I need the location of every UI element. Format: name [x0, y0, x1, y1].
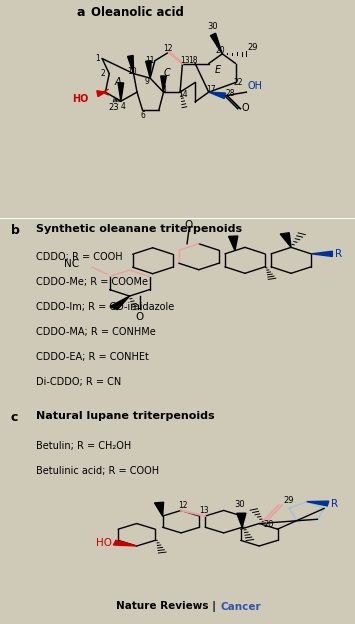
Polygon shape: [211, 33, 222, 54]
Text: 11: 11: [146, 56, 155, 66]
Text: 29: 29: [283, 496, 294, 505]
Text: 13: 13: [180, 56, 190, 65]
Text: CDDO-MA; R = CONHMe: CDDO-MA; R = CONHMe: [36, 327, 155, 337]
Polygon shape: [161, 76, 166, 92]
Polygon shape: [154, 502, 164, 516]
Text: 22: 22: [234, 78, 243, 87]
Text: CDDO-EA; R = CONHEt: CDDO-EA; R = CONHEt: [36, 352, 148, 362]
Polygon shape: [311, 251, 332, 256]
Text: CDDO; R = COOH: CDDO; R = COOH: [36, 252, 122, 262]
Text: CDDO-Me; R = COOMe: CDDO-Me; R = COOMe: [36, 277, 147, 287]
Text: 20: 20: [216, 46, 225, 55]
Text: 6: 6: [141, 111, 146, 120]
Text: O: O: [242, 102, 249, 113]
Text: O: O: [136, 312, 144, 322]
Polygon shape: [280, 233, 291, 247]
Text: HO: HO: [72, 94, 88, 104]
Text: b: b: [11, 225, 20, 237]
Polygon shape: [127, 56, 133, 74]
Polygon shape: [110, 296, 130, 310]
Text: 28: 28: [225, 89, 235, 98]
Text: 18: 18: [188, 56, 197, 65]
Text: E: E: [215, 65, 221, 75]
Text: c: c: [11, 411, 18, 424]
Text: Cancer: Cancer: [220, 602, 261, 612]
Text: HO: HO: [96, 538, 112, 548]
Text: 17: 17: [207, 85, 216, 94]
Text: O: O: [185, 220, 193, 230]
Text: Betulin; R = CH₂OH: Betulin; R = CH₂OH: [36, 441, 131, 451]
Text: 1: 1: [95, 54, 100, 63]
Polygon shape: [307, 501, 329, 506]
Polygon shape: [113, 540, 137, 546]
Text: CDDO-Im; R = CO-imidazole: CDDO-Im; R = CO-imidazole: [36, 302, 174, 312]
Text: R: R: [335, 249, 342, 259]
Polygon shape: [118, 83, 124, 101]
Text: 30: 30: [234, 500, 245, 509]
Text: Betulinic acid; R = COOH: Betulinic acid; R = COOH: [36, 467, 159, 477]
Text: C: C: [163, 68, 170, 78]
Text: NC: NC: [64, 258, 80, 268]
Polygon shape: [237, 513, 246, 527]
Text: 8: 8: [162, 85, 166, 94]
Text: 13: 13: [200, 506, 209, 515]
Text: 12: 12: [178, 500, 187, 510]
Polygon shape: [146, 61, 151, 78]
Text: Synthetic oleanane triterpenoids: Synthetic oleanane triterpenoids: [36, 225, 242, 235]
Text: Di-CDDO; R = CN: Di-CDDO; R = CN: [36, 377, 121, 387]
Polygon shape: [229, 236, 238, 251]
Text: Natural lupane triterpenoids: Natural lupane triterpenoids: [36, 411, 214, 421]
Text: 30: 30: [208, 22, 218, 31]
Text: A: A: [115, 77, 121, 87]
Text: 10: 10: [128, 67, 137, 76]
Text: 9: 9: [145, 77, 150, 86]
Text: R: R: [331, 499, 338, 509]
Text: 2: 2: [101, 69, 105, 78]
Polygon shape: [97, 90, 105, 97]
Text: 20: 20: [263, 520, 274, 529]
Text: Oleanolic acid: Oleanolic acid: [91, 6, 184, 19]
Text: 23: 23: [109, 103, 119, 112]
Text: Nature Reviews |: Nature Reviews |: [116, 602, 220, 612]
Polygon shape: [209, 92, 225, 99]
Text: OH: OH: [247, 81, 262, 91]
Text: 4: 4: [121, 102, 125, 111]
Text: a: a: [76, 6, 85, 19]
Text: 14: 14: [178, 90, 187, 99]
Text: 12: 12: [163, 44, 173, 52]
Text: 29: 29: [247, 43, 258, 52]
